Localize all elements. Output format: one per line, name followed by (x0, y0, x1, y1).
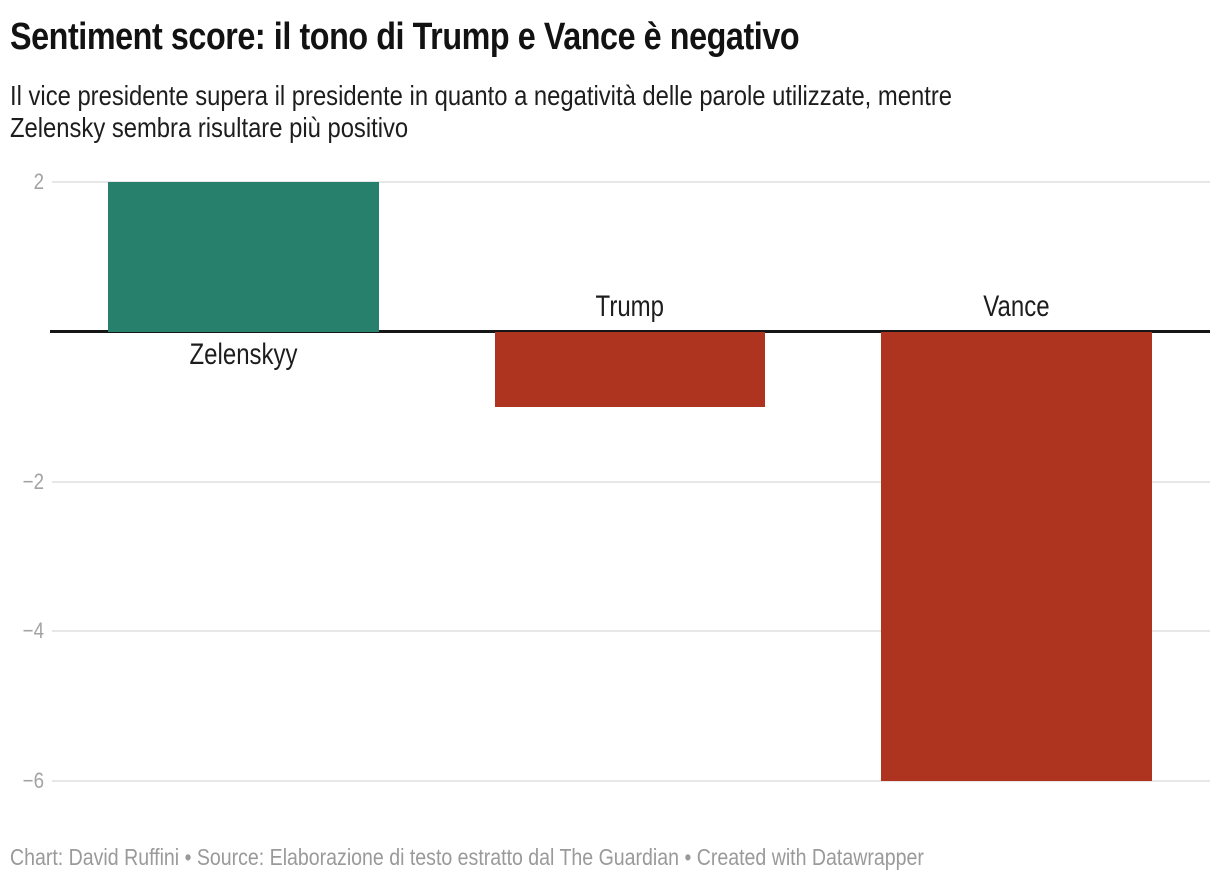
y-tick-label: −2 (22, 468, 44, 494)
category-label-text: Trump (595, 289, 665, 323)
chart-footer: Chart: David Ruffini • Source: Elaborazi… (10, 844, 924, 870)
category-label-text: Vance (983, 289, 1050, 323)
chart-title: Sentiment score: il tono di Trump e Vanc… (10, 16, 800, 58)
category-label-vance: Vance (823, 290, 1210, 324)
y-gridline (52, 480, 1210, 483)
subtitle-line-1: Il vice presidente supera il presidente … (10, 80, 952, 111)
chart-subtitle: Il vice presidente supera il presidente … (10, 80, 1118, 144)
category-label-trump: Trump (437, 290, 824, 324)
category-label-text: Zelenskyy (189, 337, 298, 371)
bar-trump (494, 331, 766, 407)
y-tick-label: −6 (22, 768, 44, 793)
bar-vance (881, 331, 1152, 781)
y-tick-label: 2 (33, 169, 44, 194)
bar-zelenskyy (108, 182, 379, 332)
category-label-zelenskyy: Zelenskyy (50, 338, 437, 372)
y-gridline (52, 181, 1210, 183)
y-tick-label: −4 (22, 618, 44, 644)
y-gridline (52, 780, 1210, 782)
y-gridline (52, 630, 1210, 633)
subtitle-line-2: Zelensky sembra risultare più positivo (10, 112, 409, 143)
